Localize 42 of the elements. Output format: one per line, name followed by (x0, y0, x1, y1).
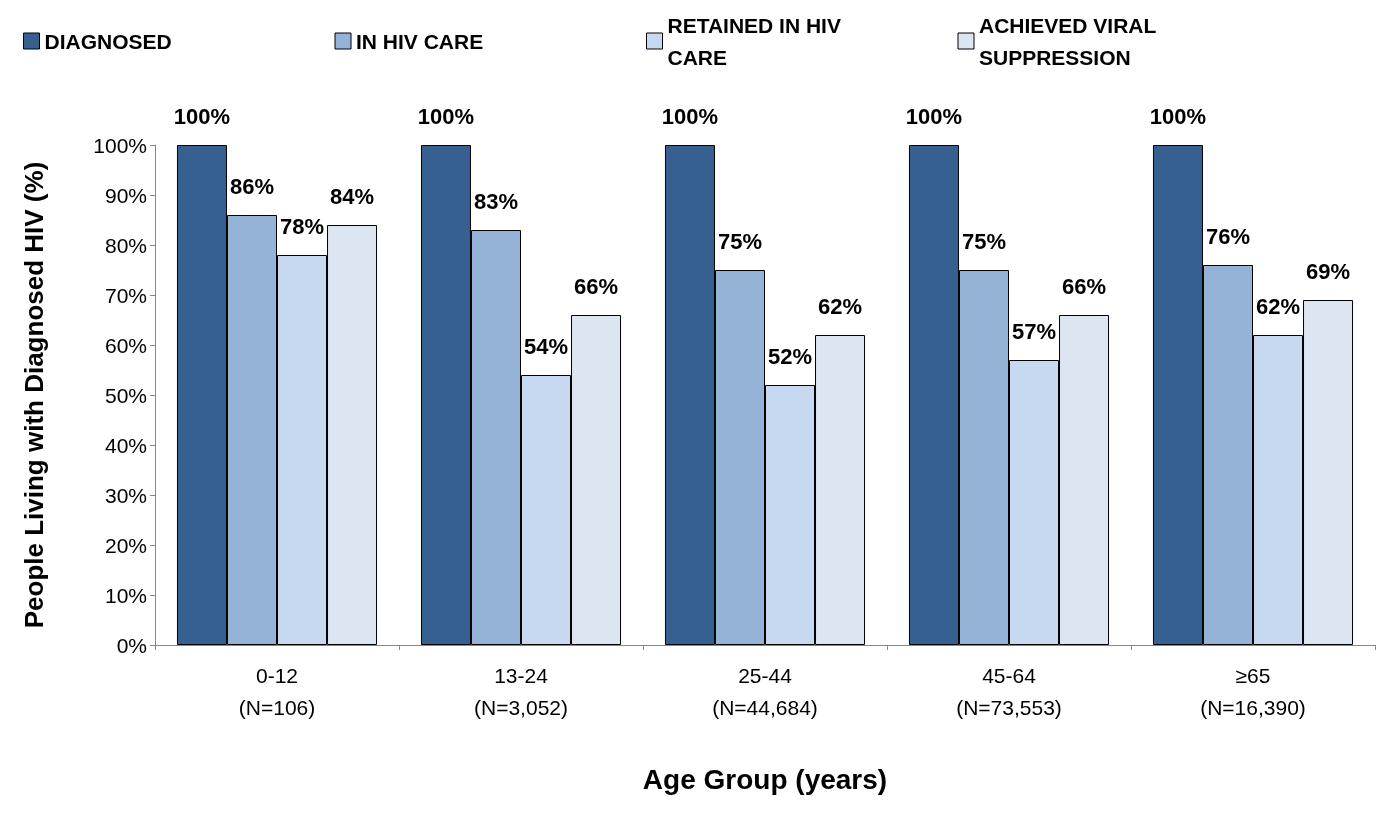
y-tick-label: 60% (104, 333, 147, 357)
x-tick-label: 0-12 (N=106) (238, 663, 316, 719)
data-label: 62% (818, 293, 863, 319)
data-label: 54% (523, 333, 569, 359)
x-axis-title: Age Group (years) (642, 763, 888, 795)
data-label: 69% (1306, 258, 1351, 284)
data-label: 57% (1011, 318, 1057, 344)
data-label: 100% (905, 103, 963, 129)
legend-label: RETAINED IN HIV CARE (667, 13, 847, 69)
y-axis-title: People Living with Diagnosed HIV (%) (19, 161, 49, 629)
data-label: 66% (1062, 273, 1107, 299)
data-label: 66% (574, 273, 619, 299)
data-label: 100% (661, 103, 719, 129)
x-tick-label: 13-24 (N=3,052) (474, 663, 568, 719)
y-tick-label: 70% (104, 283, 147, 307)
data-label: 76% (1205, 223, 1251, 249)
data-label: 75% (961, 228, 1007, 254)
data-label: 83% (473, 188, 519, 214)
data-label: 75% (717, 228, 763, 254)
y-tick-label: 30% (104, 483, 147, 507)
x-tick-label: ≥65 (N=16,390) (1200, 663, 1306, 719)
data-label: 84% (330, 183, 375, 209)
y-tick-label: 0% (116, 633, 147, 657)
legend-label: ACHIEVED VIRAL SUPPRESSION (979, 13, 1162, 69)
y-tick-label: 40% (104, 433, 147, 457)
y-tick-label: 90% (104, 183, 147, 207)
x-tick-label: 25-44 (N=44,684) (712, 663, 818, 719)
y-tick-label: 20% (104, 533, 147, 557)
data-label: 100% (173, 103, 231, 129)
legend-label: DIAGNOSED (44, 29, 172, 53)
y-tick-label: 80% (104, 233, 147, 257)
legend-label: IN HIV CARE (356, 29, 484, 53)
y-tick-label: 100% (93, 133, 147, 157)
data-label: 78% (279, 213, 325, 239)
y-tick-label: 10% (104, 583, 147, 607)
x-tick-label: 45-64 (N=73,553) (956, 663, 1062, 719)
data-label: 62% (1255, 293, 1301, 319)
data-label: 86% (229, 173, 275, 199)
data-label: 52% (767, 343, 813, 369)
y-tick-label: 50% (104, 383, 147, 407)
data-label: 100% (1149, 103, 1207, 129)
data-label: 100% (417, 103, 475, 129)
